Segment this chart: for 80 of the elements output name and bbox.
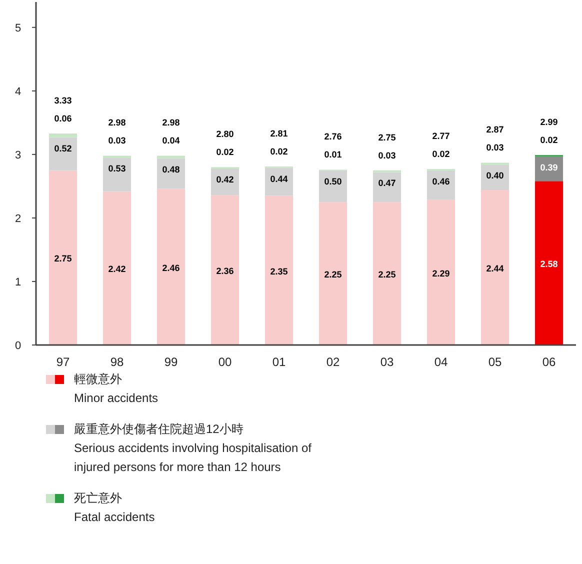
x-tick-label: 02 (326, 355, 340, 369)
data-label: 0.03 (108, 136, 126, 146)
data-label: 0.40 (486, 170, 504, 181)
bar (480, 164, 510, 190)
data-label: 2.29 (432, 268, 450, 278)
bar (372, 172, 402, 202)
data-label: 0.02 (270, 146, 288, 157)
total-label: 2.98 (108, 118, 126, 128)
data-label: 0.06 (54, 113, 72, 124)
bar (156, 158, 186, 189)
y-tick-label: 3 (14, 149, 22, 162)
data-label: 0.03 (486, 142, 504, 153)
bar (480, 190, 510, 345)
y-tick-label: 5 (14, 22, 22, 34)
bar (102, 191, 132, 345)
x-tick-label: 05 (488, 355, 502, 369)
data-label: 0.47 (378, 178, 396, 188)
x-tick-label: 97 (56, 355, 70, 369)
y-tick-label: 4 (14, 86, 22, 98)
total-label: 2.75 (378, 132, 396, 142)
bar (426, 200, 456, 345)
data-label: 2.58 (540, 259, 558, 270)
x-tick-label: 99 (164, 355, 178, 369)
x-tick-label: 06 (542, 355, 556, 369)
data-label: 0.50 (324, 176, 342, 186)
bar (210, 195, 240, 345)
data-label: 2.36 (216, 266, 234, 276)
bar (156, 188, 186, 345)
total-label: 2.76 (324, 132, 342, 142)
legend-label: 輕微意外 Minor accidents (74, 372, 158, 405)
total-label: 2.98 (162, 118, 180, 128)
total-label: 2.77 (432, 131, 450, 142)
y-tick-label: 1 (14, 276, 22, 288)
data-label: 2.75 (54, 254, 72, 264)
data-label: 2.42 (108, 264, 126, 274)
x-tick-label: 00 (218, 355, 232, 369)
legend-label: 死亡意外 Fatal accidents (74, 491, 155, 524)
data-label: 2.25 (378, 270, 396, 280)
data-label: 0.03 (378, 150, 396, 160)
total-label: 2.99 (540, 117, 558, 128)
data-label: 0.53 (108, 164, 126, 174)
data-label: 0.39 (540, 162, 558, 172)
x-tick-label: 04 (434, 355, 448, 369)
y-tick-label: 0 (14, 340, 22, 352)
bar (426, 170, 456, 200)
bar (102, 158, 132, 192)
bar (48, 137, 78, 170)
bar (264, 196, 294, 345)
bar (372, 202, 402, 345)
data-label: 0.46 (432, 176, 450, 186)
x-tick-label: 01 (272, 355, 286, 369)
data-label: 2.44 (486, 264, 504, 274)
data-label: 0.04 (162, 136, 180, 146)
data-label: 0.42 (216, 174, 234, 184)
bar (210, 168, 240, 196)
y-tick-label: 2 (14, 212, 22, 225)
x-tick-label: 03 (380, 355, 394, 369)
bar (318, 170, 348, 202)
data-label: 2.35 (270, 266, 288, 276)
bar (264, 168, 294, 196)
bar (48, 170, 78, 345)
bar (156, 156, 186, 158)
legend-label: 嚴重意外使傷者住院超過12小時 Serious accidents involving hospitalisation of injured persons for more than 12 hours (74, 422, 312, 474)
data-label: 2.46 (162, 262, 180, 273)
data-label: 0.01 (324, 150, 342, 160)
data-label: 0.52 (54, 143, 72, 154)
data-label: 2.25 (324, 270, 342, 280)
bar (318, 202, 348, 345)
total-label: 3.33 (54, 95, 72, 106)
total-label: 2.80 (216, 129, 234, 140)
data-label: 0.44 (270, 174, 288, 184)
data-label: 0.02 (216, 147, 234, 158)
data-label: 0.02 (432, 149, 450, 160)
x-tick-label: 98 (110, 355, 124, 369)
total-label: 2.81 (270, 128, 288, 139)
bar (534, 181, 564, 345)
total-label: 2.87 (486, 124, 504, 135)
bar (48, 133, 78, 138)
data-label: 0.02 (540, 135, 558, 146)
data-label: 0.48 (162, 164, 180, 174)
